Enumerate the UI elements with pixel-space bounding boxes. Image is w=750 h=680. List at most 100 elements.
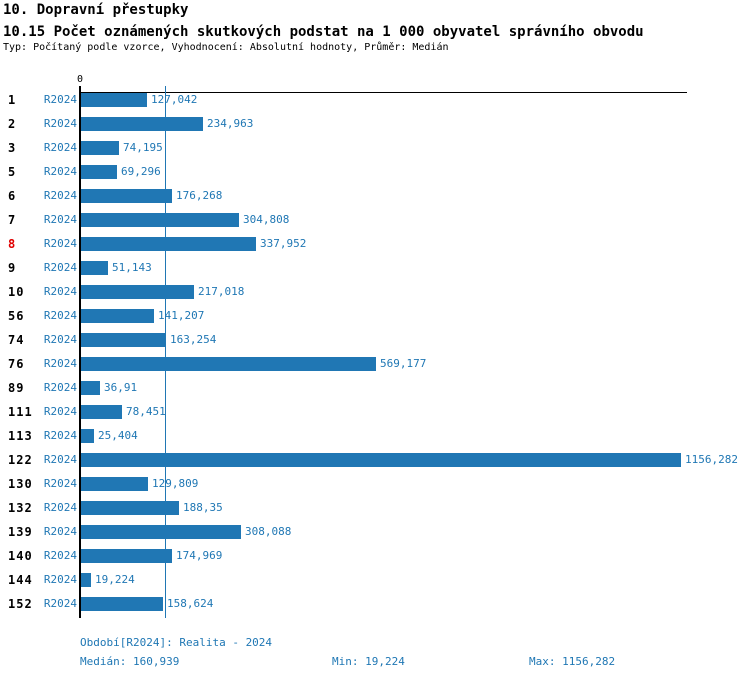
series-label: R2024 (43, 117, 77, 130)
value-bar (81, 525, 241, 539)
series-label: R2024 (43, 189, 77, 202)
value-bar (81, 405, 122, 419)
period-label: Období[R2024]: Realita - 2024 (80, 636, 273, 649)
bar-value-label: 158,624 (167, 597, 214, 610)
series-label: R2024 (43, 549, 77, 562)
row-id-label: 5 (8, 165, 17, 179)
value-bar (81, 117, 203, 131)
row-id-label: 130 (8, 477, 33, 491)
row-id-label: 111 (8, 405, 33, 419)
value-bar (81, 573, 91, 587)
chart-row: 74 R2024 163,254 (0, 333, 750, 347)
bar-value-label: 163,254 (170, 333, 217, 346)
value-bar (81, 309, 154, 323)
series-label: R2024 (43, 309, 77, 322)
chart-row: 9 R2024 51,143 (0, 261, 750, 275)
bar-value-label: 308,088 (245, 525, 292, 538)
bar-value-label: 129,809 (152, 477, 199, 490)
value-bar (81, 453, 681, 467)
value-bar (81, 381, 100, 395)
series-label: R2024 (43, 429, 77, 442)
chart-row: 6 R2024 176,268 (0, 189, 750, 203)
chart-row: 140 R2024 174,969 (0, 549, 750, 563)
row-id-label: 76 (8, 357, 25, 371)
row-id-label: 152 (8, 597, 33, 611)
min-stat-label: Min: 19,224 (332, 655, 405, 668)
row-id-label: 10 (8, 285, 25, 299)
page-title: 10. Dopravní přestupky (3, 2, 189, 18)
series-label: R2024 (43, 453, 77, 466)
bar-value-label: 174,969 (176, 549, 223, 562)
chart-row: 152 R2024 158,624 (0, 597, 750, 611)
row-id-label: 7 (8, 213, 17, 227)
value-bar (81, 597, 163, 611)
chart-row: 111 R2024 78,451 (0, 405, 750, 419)
series-label: R2024 (43, 141, 77, 154)
value-bar (81, 501, 179, 515)
chart-row: 10 R2024 217,018 (0, 285, 750, 299)
chart-meta: Typ: Počítaný podle vzorce, Vyhodnocení:… (3, 42, 449, 53)
bar-value-label: 176,268 (176, 189, 223, 202)
chart-row: 8 R2024 337,952 (0, 237, 750, 251)
value-bar (81, 189, 172, 203)
value-bar (81, 261, 108, 275)
value-bar (81, 549, 172, 563)
bar-value-label: 74,195 (123, 141, 163, 154)
series-label: R2024 (43, 93, 77, 106)
bar-value-label: 304,808 (243, 213, 290, 226)
series-label: R2024 (43, 165, 77, 178)
bar-value-label: 36,91 (104, 381, 138, 394)
row-id-label: 122 (8, 453, 33, 467)
row-id-label: 139 (8, 525, 33, 539)
value-bar (81, 333, 166, 347)
row-id-label: 9 (8, 261, 17, 275)
value-bar (81, 357, 376, 371)
row-id-label: 6 (8, 189, 17, 203)
chart-row: 139 R2024 308,088 (0, 525, 750, 539)
x-axis-line (79, 92, 687, 93)
bar-value-label: 69,296 (121, 165, 161, 178)
bar-value-label: 1156,282 (685, 453, 738, 466)
row-id-label: 3 (8, 141, 17, 155)
row-id-label: 74 (8, 333, 25, 347)
chart-row: 5 R2024 69,296 (0, 165, 750, 179)
series-label: R2024 (43, 477, 77, 490)
series-label: R2024 (43, 285, 77, 298)
series-label: R2024 (43, 237, 77, 250)
bar-value-label: 19,224 (95, 573, 135, 586)
series-label: R2024 (43, 501, 77, 514)
value-bar (81, 477, 148, 491)
value-bar (81, 93, 147, 107)
value-bar (81, 285, 194, 299)
page-subtitle: 10.15 Počet oznámených skutkových podsta… (3, 24, 644, 40)
median-line (165, 86, 166, 618)
row-id-label: 8 (8, 237, 17, 251)
chart-row: 3 R2024 74,195 (0, 141, 750, 155)
chart-row: 56 R2024 141,207 (0, 309, 750, 323)
bar-value-label: 234,963 (207, 117, 254, 130)
row-id-label: 140 (8, 549, 33, 563)
series-label: R2024 (43, 573, 77, 586)
row-id-label: 113 (8, 429, 33, 443)
value-bar (81, 213, 239, 227)
axis-zero-label: 0 (76, 74, 84, 85)
series-label: R2024 (43, 405, 77, 418)
row-id-label: 144 (8, 573, 33, 587)
row-id-label: 89 (8, 381, 25, 395)
row-id-label: 2 (8, 117, 17, 131)
value-bar (81, 141, 119, 155)
chart-row: 132 R2024 188,35 (0, 501, 750, 515)
bar-value-label: 25,404 (98, 429, 138, 442)
series-label: R2024 (43, 525, 77, 538)
bar-value-label: 337,952 (260, 237, 307, 250)
value-bar (81, 429, 94, 443)
max-stat-label: Max: 1156,282 (529, 655, 616, 668)
bar-value-label: 141,207 (158, 309, 205, 322)
series-label: R2024 (43, 213, 77, 226)
chart-row: 76 R2024 569,177 (0, 357, 750, 371)
chart-row: 7 R2024 304,808 (0, 213, 750, 227)
chart-row: 1 R2024 127,042 (0, 93, 750, 107)
series-label: R2024 (43, 357, 77, 370)
bar-value-label: 51,143 (112, 261, 152, 274)
